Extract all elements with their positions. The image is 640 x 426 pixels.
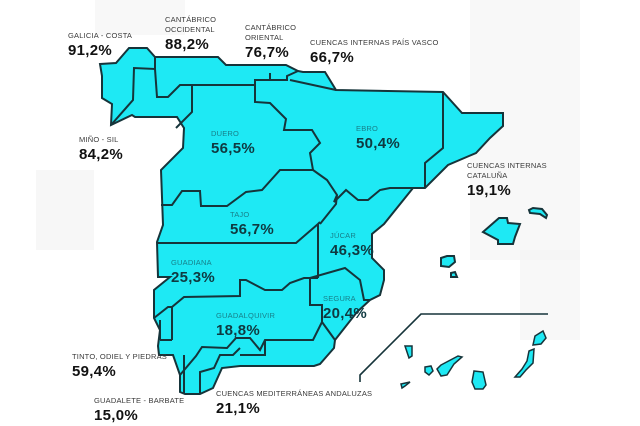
canarias-inset-border — [359, 313, 548, 382]
background-shape — [520, 250, 580, 340]
label-mino-sil: MIÑO - SIL 84,2% — [79, 135, 124, 163]
la-gomera-island — [424, 365, 434, 376]
formentera-island — [450, 270, 459, 278]
background-shape — [36, 170, 94, 250]
label-guadiana: GUADIANA 25,3% — [171, 258, 216, 286]
label-guadalquivir: GUADALQUIVIR 18,8% — [216, 311, 276, 339]
label-galicia-costa: GALICIA - COSTA 91,2% — [68, 31, 133, 59]
lanzarote-island — [532, 329, 547, 346]
label-tajo: TAJO 56,7% — [230, 210, 275, 238]
label-cantabrico-occidental: CANTÁBRICO OCCIDENTAL 88,2% — [165, 15, 217, 53]
label-tinto-odiel-piedras: TINTO, ODIEL Y PIEDRAS 59,4% — [72, 352, 167, 380]
gran-canaria-island — [471, 370, 487, 390]
fuerteventura-island — [513, 347, 535, 378]
label-duero: DUERO 56,5% — [211, 129, 256, 157]
label-guadalete-barbate: GUADALETE - BARBATE 15,0% — [94, 396, 185, 424]
peninsula-outline — [98, 47, 504, 395]
el-hierro-island — [400, 381, 411, 390]
tenerife-island — [436, 355, 464, 377]
background-shape — [95, 0, 185, 35]
mallorca-island — [481, 217, 522, 245]
la-palma-island — [403, 345, 413, 360]
label-cataluna: CUENCAS INTERNAS CATALUÑA 19,1% — [467, 161, 547, 199]
label-ebro: EBRO 50,4% — [356, 124, 401, 152]
label-mediterraneas-andaluzas: CUENCAS MEDITERRÁNEAS ANDALUZAS 21,1% — [216, 389, 373, 417]
menorca-island — [527, 206, 549, 220]
ibiza-island — [440, 255, 457, 269]
label-segura: SEGURA 20,4% — [323, 294, 368, 322]
label-jucar: JÚCAR 46,3% — [330, 231, 375, 259]
label-pais-vasco: CUENCAS INTERNAS PAÍS VASCO 66,7% — [310, 38, 439, 66]
label-cantabrico-oriental: CANTÁBRICO ORIENTAL 76,7% — [245, 23, 297, 61]
